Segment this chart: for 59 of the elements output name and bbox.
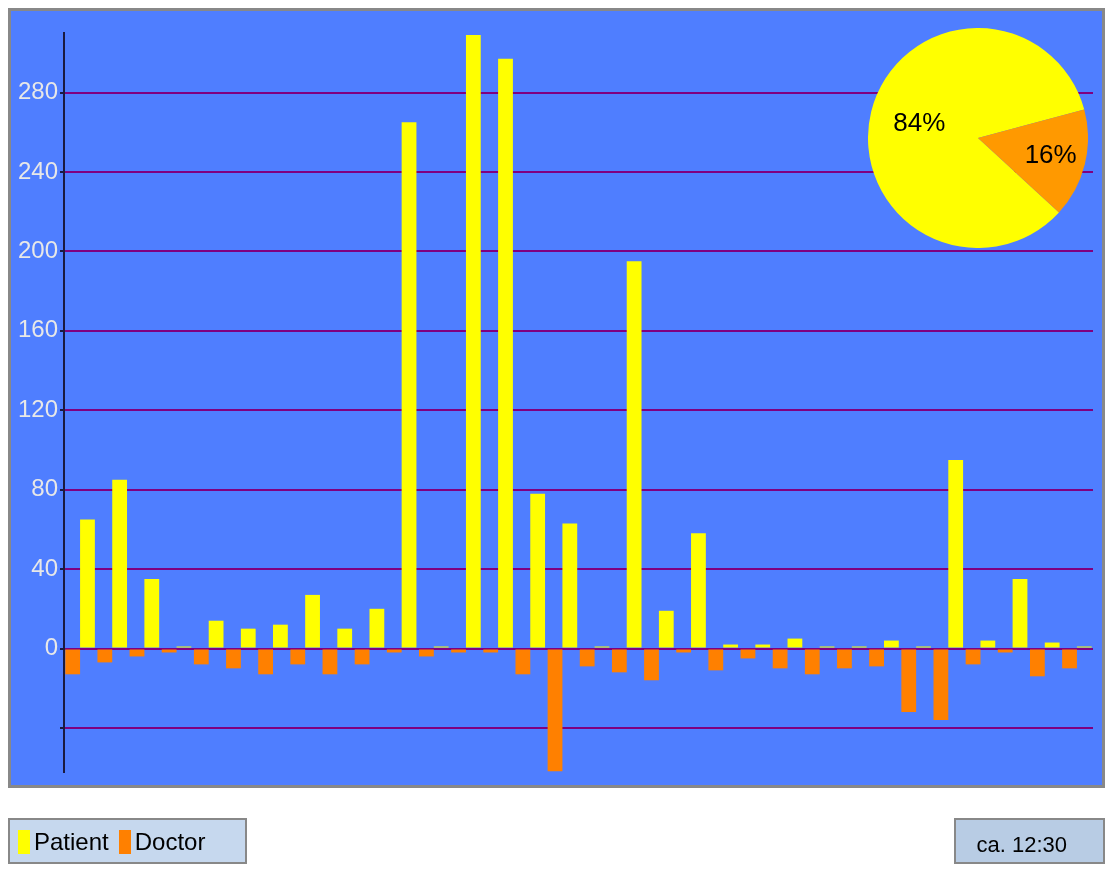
bar: [980, 640, 996, 648]
bar: [901, 649, 917, 713]
bar: [322, 649, 338, 675]
legend-label: Doctor: [134, 828, 206, 856]
legend-label: Patient: [34, 828, 109, 856]
bar: [65, 649, 81, 675]
bar: [579, 649, 595, 667]
bar: [948, 459, 964, 648]
data-label: 84%: [893, 106, 946, 137]
text: ca. 12:30: [954, 818, 1105, 864]
bar: [837, 649, 852, 669]
bar: [772, 649, 788, 669]
y-tick-label: 240: [17, 156, 58, 184]
y-tick-label: 200: [17, 236, 58, 264]
bar: [547, 649, 563, 772]
bar: [258, 649, 274, 675]
y-tick-label: 160: [17, 315, 58, 343]
bar: [626, 261, 642, 648]
bar: [465, 34, 481, 648]
bar: [498, 58, 513, 648]
y-tick-label: 0: [44, 633, 58, 661]
bar: [883, 640, 899, 648]
bar: [337, 628, 353, 648]
bar: [193, 649, 209, 665]
bar: [80, 519, 95, 648]
bar: [208, 620, 224, 648]
bar: [658, 610, 674, 648]
bar: [97, 649, 113, 663]
y-tick-label: 80: [31, 474, 58, 502]
bar: [804, 649, 820, 675]
bar: [226, 649, 241, 669]
bar: [644, 649, 659, 681]
bar: [1012, 579, 1028, 648]
bar: [305, 594, 320, 648]
y-tick-label: 120: [17, 394, 58, 422]
bar: [530, 493, 546, 648]
bar: [708, 649, 724, 671]
bar: [273, 624, 288, 648]
bar: [562, 523, 578, 648]
bar: [112, 479, 128, 648]
y-tick-label: 40: [31, 553, 58, 581]
y-tick-label: 280: [17, 77, 58, 105]
bar: [369, 608, 385, 648]
bar: [611, 649, 627, 673]
bar: [723, 644, 738, 648]
bar: [401, 122, 417, 648]
bar: [1062, 649, 1077, 669]
bar: [1029, 649, 1045, 677]
bar: [691, 533, 706, 648]
bar: [290, 649, 306, 665]
bar: [515, 649, 531, 675]
bar: [755, 644, 771, 648]
data-label: 16%: [1024, 139, 1077, 170]
bar: [787, 638, 803, 648]
bar: [869, 649, 884, 667]
bar: [1044, 642, 1060, 648]
bar: [240, 628, 256, 648]
bar: [144, 579, 160, 648]
bar: [933, 649, 949, 720]
